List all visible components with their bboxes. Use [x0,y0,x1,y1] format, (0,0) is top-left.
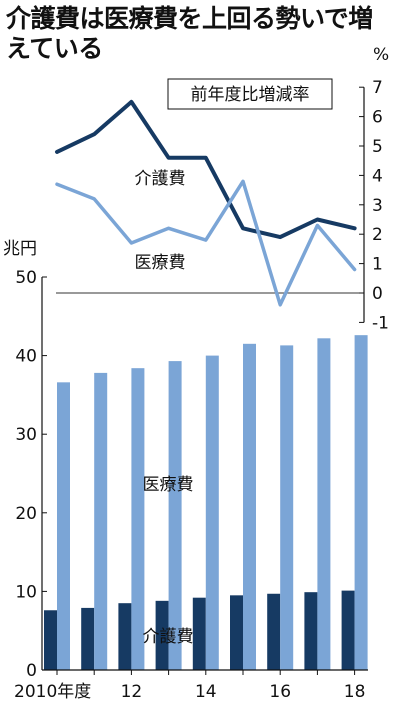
x-tick-label: 14 [195,682,217,702]
bar-kaigo [192,597,206,670]
y-tick-label-right: 3 [372,196,383,216]
y-tick-label-left: 0 [26,661,37,681]
bar-iryo [57,382,70,670]
bar-iryo [94,372,108,670]
chart-title: 介護費は医療費を上回る勢いで増えている [6,4,373,63]
y-tick-label-left: 40 [15,347,37,367]
series-label-iryo-line: 医療費 [135,253,186,273]
y-tick-label-right: -1 [372,313,389,333]
bar-kaigo [118,603,132,670]
bar-iryo [317,338,331,670]
y-tick-label-right: 1 [372,255,383,275]
series-label-iryo-bar: 医療費 [143,475,194,495]
y-tick-label-right: 5 [372,137,383,157]
bar-kaigo [304,592,318,670]
x-tick-label: 18 [344,682,366,702]
bar-kaigo [341,590,355,670]
bar-iryo [205,355,219,670]
line-kaigo [55,99,357,240]
y-axis-unit-left: 兆円 [3,239,37,259]
y-tick-label-left: 50 [15,268,37,288]
bar-kaigo [155,600,169,670]
bar-iryo [354,335,368,670]
x-tick-label: 12 [121,682,143,702]
x-tick-label: 2010年度 [14,682,91,702]
series-label-kaigo-bar: 介護費 [143,627,194,647]
y-tick-label-left: 30 [15,425,37,445]
y-axis-unit-right: % [373,45,389,65]
bar-iryo [280,345,294,670]
bar-iryo [131,368,145,670]
series-label-kaigo-line: 介護費 [135,169,186,189]
bar-kaigo [81,607,95,670]
bar-iryo [168,361,182,670]
y-tick-label-right: 0 [372,284,383,304]
x-tick-label: 16 [269,682,291,702]
bar-kaigo [230,595,243,670]
y-tick-label-right: 2 [372,225,383,245]
y-tick-label-left: 10 [15,582,37,602]
bar-iryo [243,343,256,670]
y-tick-label-right: 4 [372,166,383,186]
y-tick-label-left: 20 [15,504,37,524]
bar-kaigo [44,610,57,670]
line-title-box [167,78,333,110]
y-tick-label-right: 6 [372,108,383,128]
line-chart-title: 前年度比増減率 [191,85,310,105]
line-iryo [55,179,357,307]
y-tick-label-right: 7 [372,78,383,98]
bar-kaigo [267,593,281,670]
